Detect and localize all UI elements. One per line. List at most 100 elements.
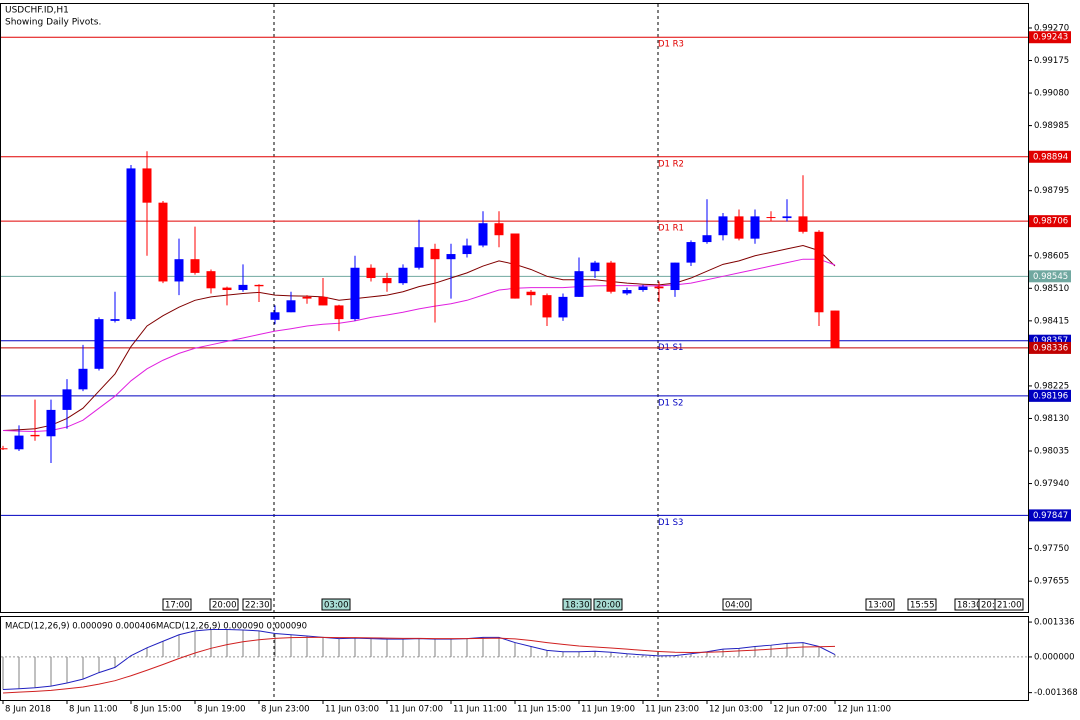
candle-body [94,319,104,369]
time-marker: 20: [981,601,995,611]
candle-body [830,310,840,348]
candle-body [14,435,24,450]
x-tick-label: 8 Jun 19:00 [197,705,246,715]
price-tag [1029,215,1071,228]
y-tick-label: 0.98130 [1034,414,1069,424]
y-tick-label: 0.98985 [1034,121,1069,131]
x-tick-label: 12 Jun 07:00 [773,705,827,715]
x-tick-label: 11 Jun 11:00 [453,705,507,715]
x-tick-label: 12 Jun 11:00 [837,705,891,715]
pivot-label: D1 R2 [658,159,684,169]
y-tick-label: 0.99175 [1034,56,1069,66]
time-marker: 21:00 [997,601,1022,611]
x-tick-label: 11 Jun 19:00 [581,705,635,715]
candle-body [590,262,600,272]
candle-body [190,259,200,273]
candle-body [382,278,392,284]
candle-body [398,267,408,284]
pivot-label: D1 R1 [658,224,684,234]
candle-body [318,296,328,306]
y-tick-label: 0.99080 [1034,89,1069,99]
candle-body [574,271,584,297]
time-marker-box [162,598,192,611]
price-tag-label: 0.98196 [1033,391,1068,401]
candle-body [430,248,440,260]
time-marker-box [865,598,895,611]
candle-body [814,231,824,313]
time-marker: 15:55 [910,601,935,611]
pivot-label: D1 S2 [658,398,683,408]
x-tick-label: 12 Jun 03:00 [709,705,763,715]
candle-body [414,247,424,268]
time-marker: 04:00 [725,601,750,611]
candle-body [766,217,776,219]
y-tick-label: 0.97750 [1034,544,1069,554]
y-tick-label: 0.97940 [1034,479,1069,489]
candle-body [494,223,504,236]
price-tag [1029,31,1071,44]
macd-title: MACD(12,26,9) 0.000090 0.000406 [5,622,156,632]
time-marker-box [593,598,623,611]
time-marker: 13:00 [868,601,893,611]
candle-body [542,295,552,318]
time-marker: 20:00 [596,601,621,611]
candle-body [798,216,808,232]
x-tick-label: 8 Jun 23:00 [261,705,310,715]
candle-body [558,296,568,318]
time-marker: 18:30 [957,601,982,611]
y-tick-label: 0.98415 [1034,316,1069,326]
candle-body [366,267,376,279]
candle-body [334,305,344,320]
price-tag-label: 0.98894 [1033,152,1068,162]
pivot-label: D1 S3 [658,518,683,528]
time-marker-box [994,598,1024,611]
time-marker-box [209,598,239,611]
x-tick-label: 11 Jun 15:00 [517,705,571,715]
time-marker: 17:00 [165,601,190,611]
candle-body [126,168,136,320]
x-tick-label: 11 Jun 07:00 [389,705,443,715]
candle-body [110,319,120,321]
x-tick-label: 8 Jun 11:00 [69,705,118,715]
candle-body [174,259,184,282]
candle-body [254,284,264,287]
time-marker: 22:30 [245,601,270,611]
candle-body [222,287,232,291]
candle-body [606,262,616,292]
candle-body [158,202,168,282]
candle-body [622,290,632,294]
price-tag [1029,509,1071,522]
candle-body [78,368,88,390]
x-tick-label: 8 Jun 2018 [5,705,51,715]
candle-body [750,216,760,239]
candle-body [718,216,728,236]
time-marker-box [562,598,592,611]
time-marker-box [242,598,272,611]
y-tick-label: -0.001368 [1034,688,1078,698]
x-tick-label: 11 Jun 03:00 [325,705,379,715]
pivot-label: D1 R3 [658,40,684,50]
moving-average [2,258,836,432]
candle-body [142,168,152,203]
candle-body [238,284,248,291]
macd-signal-line [2,636,836,694]
y-tick-label: 0.98035 [1034,447,1069,457]
candle-body [62,389,72,410]
candle-body [46,409,56,437]
y-tick-label: 0.98795 [1034,186,1069,196]
time-marker: 20:00 [212,601,237,611]
candle-body [206,271,216,289]
chart-subtitle: Showing Daily Pivots. [5,18,101,28]
price-tag-label: 0.98336 [1033,343,1068,353]
y-tick-label: 0.001336 [1034,618,1075,628]
time-marker-box [722,598,752,611]
time-marker-box [321,598,351,611]
candle-body [350,267,360,320]
y-tick-label: 0.97655 [1034,577,1069,587]
candle-body [782,216,792,219]
x-tick-label: 8 Jun 15:00 [133,705,182,715]
y-tick-label: 0.98605 [1034,251,1069,261]
candle-body [462,245,472,255]
time-marker-box [907,598,937,611]
